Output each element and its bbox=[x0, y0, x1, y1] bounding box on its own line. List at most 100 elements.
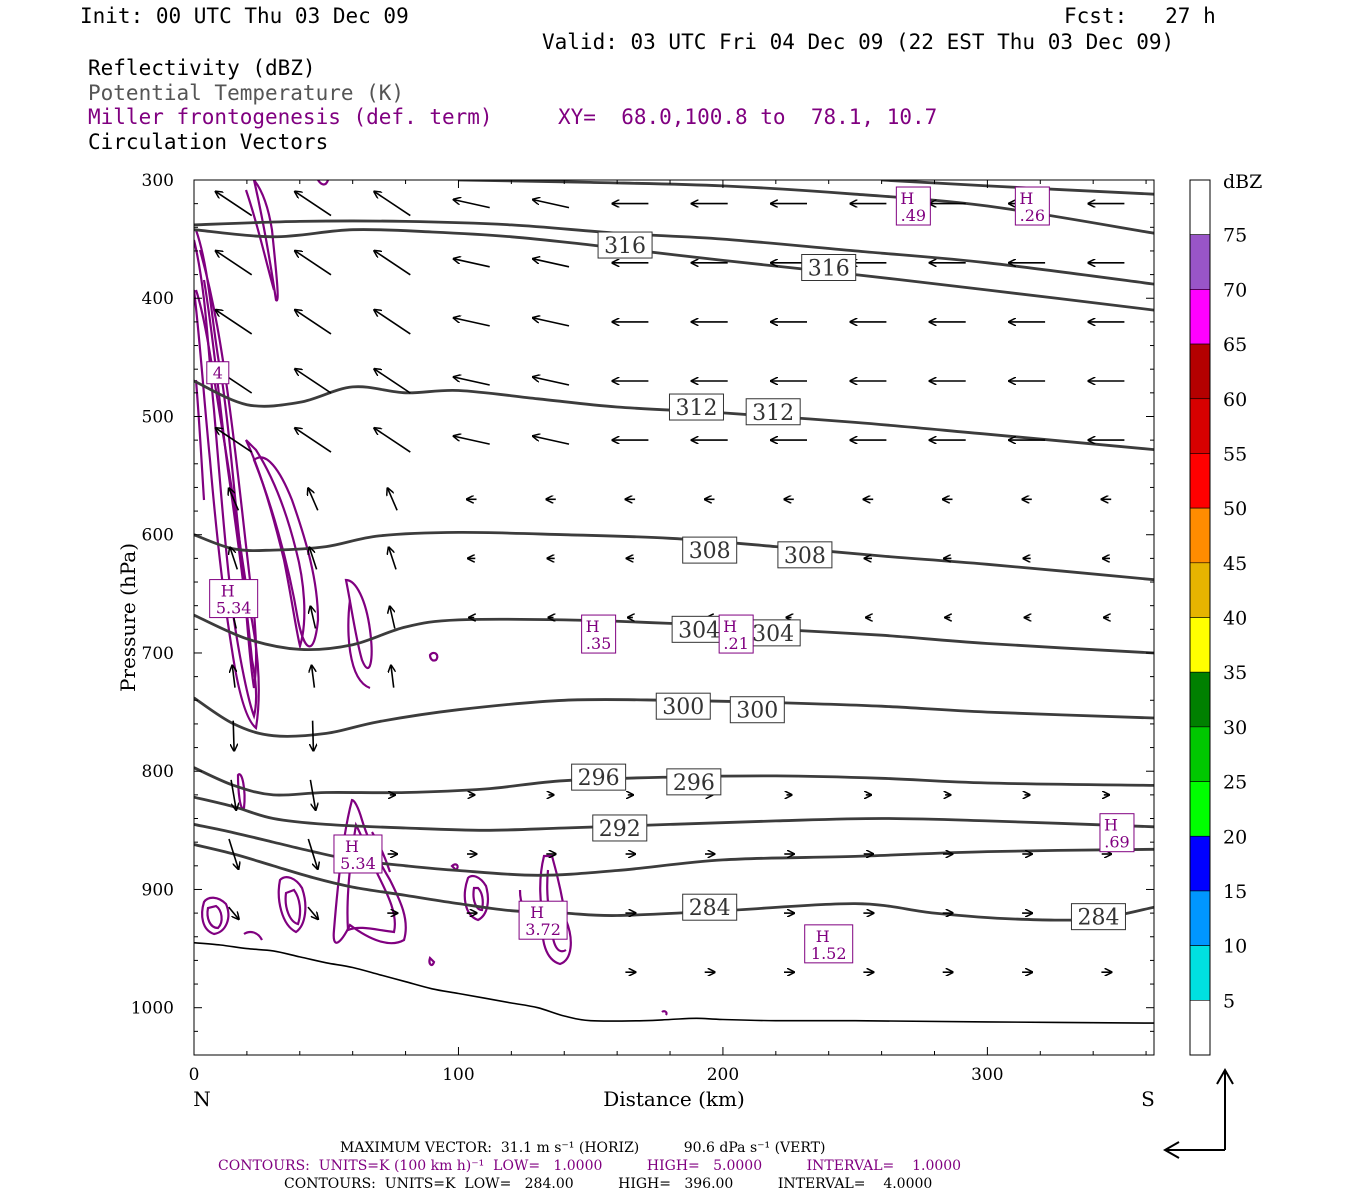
circulation-vector bbox=[216, 192, 253, 217]
circulation-vector bbox=[228, 838, 238, 869]
y-axis-label: Pressure (hPa) bbox=[116, 543, 140, 692]
fronto-max-letter: H bbox=[345, 837, 359, 856]
circulation-vector bbox=[374, 310, 411, 335]
theta-label-text: 304 bbox=[752, 622, 794, 647]
fronto-contour bbox=[194, 289, 260, 731]
circulation-vector bbox=[533, 200, 570, 209]
footer-contours-black: CONTOURS: UNITS=K LOW= 284.00 HIGH= 396.… bbox=[284, 1176, 933, 1192]
circulation-vector bbox=[388, 488, 398, 511]
theta-contour-312 bbox=[194, 379, 1154, 451]
circulation-vector bbox=[391, 666, 394, 688]
circulation-vector bbox=[309, 779, 315, 810]
y-tick-label: 900 bbox=[142, 880, 174, 900]
theta-label-text: 312 bbox=[675, 396, 717, 421]
theta-label: 308 bbox=[682, 536, 738, 564]
fronto-contour bbox=[252, 456, 320, 648]
fronto-contour bbox=[472, 886, 484, 912]
frontogenesis-max: H.69 bbox=[1099, 813, 1135, 853]
fronto-max-letter: H bbox=[1019, 189, 1033, 208]
theta-contour-304 bbox=[194, 613, 1154, 655]
theta-label: 296 bbox=[666, 768, 722, 796]
fronto-max-letter: H bbox=[1104, 816, 1118, 835]
fronto-contour bbox=[428, 955, 436, 967]
colorbar-label: 5 bbox=[1223, 990, 1235, 1012]
colorbar-label: 15 bbox=[1223, 881, 1247, 903]
fronto-max-value: .69 bbox=[1104, 833, 1129, 852]
colorbar-label: 45 bbox=[1223, 553, 1247, 575]
fronto-max-value: .49 bbox=[901, 206, 926, 225]
theta-label-text: 284 bbox=[1077, 906, 1119, 931]
forecast-hour: Fcst: 27 h bbox=[1064, 4, 1216, 28]
circulation-vector bbox=[295, 251, 332, 276]
circulation-vector bbox=[312, 666, 315, 688]
x-tick-label: 300 bbox=[971, 1065, 1003, 1085]
circulation-vector bbox=[533, 259, 570, 268]
fronto-max-letter: H bbox=[900, 189, 914, 208]
y-tick-label: 500 bbox=[142, 407, 174, 427]
circulation-vector bbox=[389, 547, 397, 570]
circulation-vector bbox=[229, 488, 240, 511]
colorbar-title: dBZ bbox=[1223, 171, 1262, 193]
theta-label: 316 bbox=[597, 231, 653, 259]
reflectivity-colorbar: dBZ 5 10 15 20 25 30 35 40 45 50 55 60 65 70 75 bbox=[1189, 171, 1262, 1056]
theta-label-text: 316 bbox=[808, 257, 850, 282]
fronto-max-value: 5.34 bbox=[216, 599, 252, 618]
theta-label: 308 bbox=[777, 541, 833, 569]
colorbar-swatch bbox=[1189, 1000, 1211, 1056]
circulation-vector bbox=[374, 192, 411, 217]
fronto-max-value: 1.52 bbox=[811, 944, 847, 963]
circulation-vector bbox=[454, 200, 490, 209]
frontogenesis-max: H3.72 bbox=[518, 900, 568, 940]
x-tick-label: 0 bbox=[189, 1065, 200, 1085]
legend-vectors: Circulation Vectors bbox=[88, 130, 329, 154]
y-tick-label: 1000 bbox=[131, 999, 174, 1019]
circulation-vector bbox=[454, 377, 490, 386]
fronto-contour bbox=[344, 578, 373, 669]
colorbar-label: 75 bbox=[1223, 225, 1247, 247]
colorbar-label: 25 bbox=[1223, 772, 1247, 794]
theta-contour-308 bbox=[194, 530, 1154, 582]
fronto-contour bbox=[661, 1010, 668, 1016]
colorbar-swatch bbox=[1189, 835, 1211, 892]
y-tick-label: 400 bbox=[142, 289, 174, 309]
colorbar-swatch bbox=[1189, 671, 1211, 728]
fronto-max-letter: H bbox=[221, 582, 235, 601]
colorbar-swatch bbox=[1189, 453, 1211, 509]
circulation-vector bbox=[313, 720, 314, 751]
theta-contour-288 bbox=[194, 823, 1154, 877]
circulation-vector bbox=[232, 666, 235, 688]
fronto-contour bbox=[277, 876, 307, 934]
vector-key-horizontal-head bbox=[1162, 1141, 1180, 1159]
x-tick-label: 200 bbox=[707, 1065, 739, 1085]
theta-contour-300 bbox=[194, 696, 1154, 738]
fronto-max-letter: H bbox=[723, 617, 737, 636]
fronto-max-value: .21 bbox=[723, 634, 748, 653]
circulation-vector bbox=[216, 310, 253, 335]
circulation-vector bbox=[295, 369, 332, 394]
fronto-contour bbox=[252, 180, 279, 302]
circulation-vector bbox=[311, 607, 317, 629]
colorbar-swatch bbox=[1189, 726, 1211, 782]
colorbar-label: 20 bbox=[1223, 826, 1247, 848]
fronto-contour bbox=[194, 379, 206, 501]
plot-frame bbox=[193, 179, 1155, 1056]
colorbar-swatch bbox=[1189, 234, 1211, 290]
circulation-vector bbox=[295, 310, 332, 335]
theta-label: 284 bbox=[1070, 903, 1126, 931]
circulation-vector bbox=[228, 906, 239, 919]
theta-label-text: 300 bbox=[662, 695, 704, 720]
legend-xy: XY= 68.0,100.8 to 78.1, 10.7 bbox=[558, 105, 938, 129]
fronto-contour bbox=[236, 773, 246, 810]
theta-label: 300 bbox=[655, 692, 711, 720]
frontogenesis-max: H.26 bbox=[1014, 186, 1050, 226]
fronto-max-value: .26 bbox=[1020, 206, 1045, 225]
circulation-vector bbox=[454, 259, 490, 268]
y-tick-label: 300 bbox=[142, 171, 174, 191]
colorbar-swatch bbox=[1189, 179, 1211, 235]
frontogenesis-max: H5.34 bbox=[209, 579, 259, 619]
colorbar-label: 35 bbox=[1223, 662, 1247, 684]
legend-reflectivity: Reflectivity (dBZ) bbox=[88, 56, 316, 80]
fronto-max-value: 5.34 bbox=[340, 854, 376, 873]
circulation-vector bbox=[533, 377, 570, 386]
theta-label: 312 bbox=[668, 393, 724, 421]
